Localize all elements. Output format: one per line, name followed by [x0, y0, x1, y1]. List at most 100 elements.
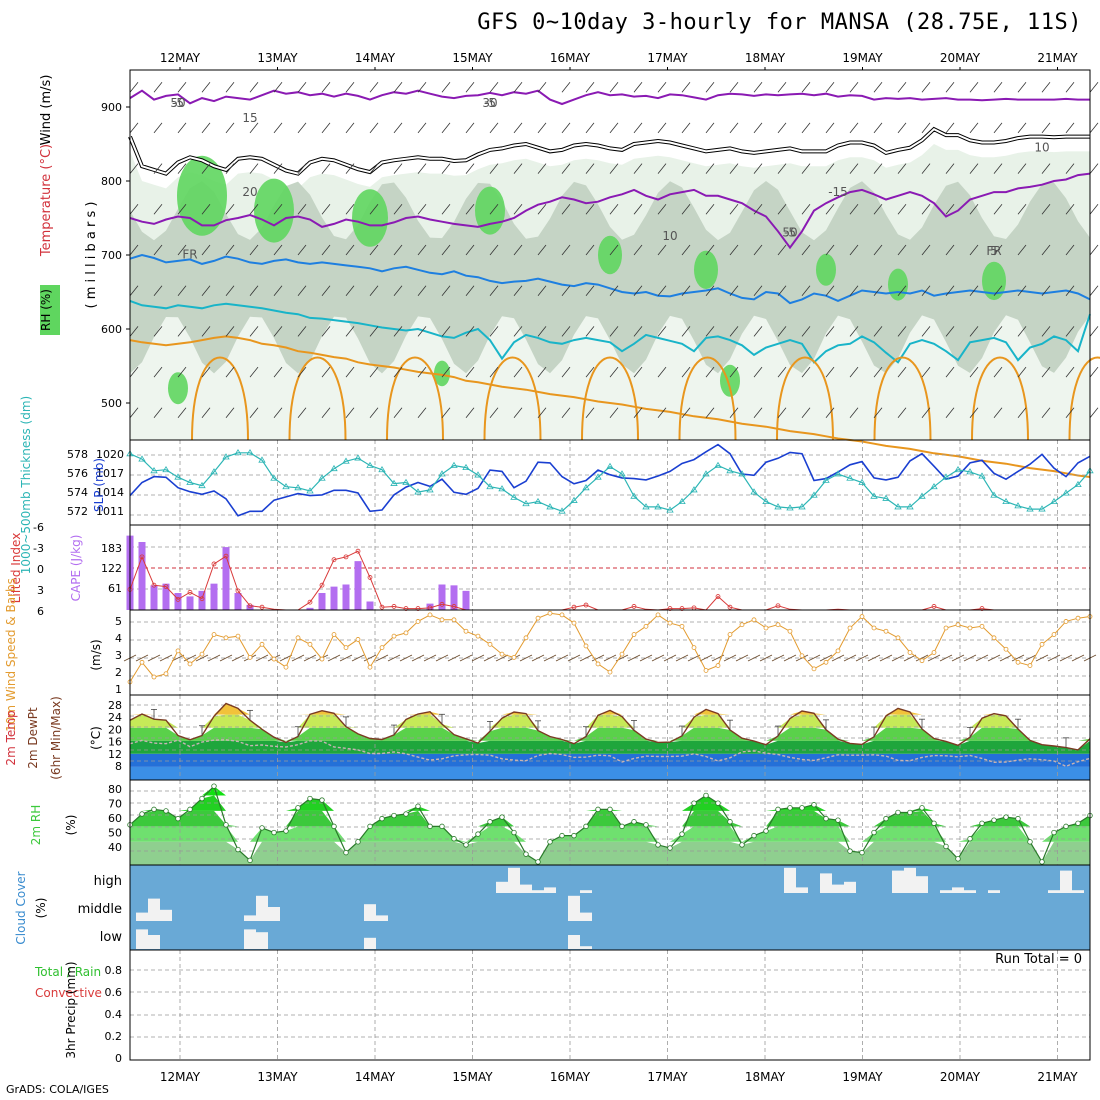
top-date-label: 13MAY [257, 51, 298, 65]
wind10m-barb [1071, 654, 1085, 662]
wind-barb [177, 163, 187, 174]
rh2m-marker [883, 815, 889, 822]
wind-barb [561, 326, 571, 337]
rh2m-marker [427, 823, 433, 830]
rh-patch [694, 250, 718, 289]
wind-barb [369, 326, 379, 337]
lifted-index-marker [259, 604, 265, 610]
wind-barb [417, 366, 427, 378]
dewpt-axis-label: 2m DewPt [26, 707, 40, 769]
wind-barb [1065, 122, 1075, 134]
wind-barb [897, 326, 907, 337]
wind-barb [825, 163, 835, 174]
pressure-tick-label: 600 [101, 323, 122, 336]
wind10m-marker [235, 633, 241, 639]
wind-barb [1041, 285, 1051, 296]
wind10m-barb [291, 654, 305, 662]
wind-barb [201, 163, 211, 174]
precip-frame [129, 949, 1091, 1061]
wind-barb [633, 244, 643, 256]
wind10m-barb [363, 654, 377, 662]
thickness-marker [714, 461, 722, 468]
wind10m-marker [223, 635, 229, 641]
cloud-axis-label: Cloud Cover [14, 871, 28, 944]
wind-barb [465, 204, 475, 215]
wind-barb [1041, 122, 1051, 134]
wind-barb [897, 81, 907, 93]
rh2m-unit: (%) [64, 815, 78, 836]
lifted-index-marker [439, 601, 445, 607]
wind-barb [153, 204, 163, 215]
wind-barb [129, 285, 139, 296]
wind-barb [345, 204, 355, 215]
lifted-index-marker [631, 604, 637, 609]
thickness-marker [1062, 489, 1070, 496]
wind10m-marker [187, 661, 193, 667]
wind-barb [369, 244, 379, 256]
wind-barb [513, 366, 523, 378]
li-tick-label: -6 [33, 521, 44, 534]
bottom-date-label: 21MAY [1037, 1070, 1078, 1084]
thickness-line [129, 452, 1091, 512]
wind-barb [561, 204, 571, 215]
rh-patch [982, 261, 1006, 301]
wind-barb [489, 204, 499, 215]
wind10m-marker [427, 612, 433, 618]
wind-barb [321, 81, 331, 93]
bottom-date-label: 15MAY [452, 1070, 493, 1084]
lifted-index-marker [775, 603, 781, 609]
wind10m-marker [763, 625, 769, 631]
wind-barb [393, 244, 403, 256]
rh2m-marker [1063, 823, 1069, 830]
wind-barb [801, 244, 811, 256]
rh2m-marker [307, 795, 313, 802]
wind-barb [153, 81, 163, 93]
thickness-marker [186, 478, 194, 485]
wind-barb [129, 326, 139, 337]
wind10m-marker [787, 628, 793, 634]
wind10m-marker [979, 623, 985, 629]
wind10m-marker [535, 615, 541, 621]
lifted-index-marker [403, 606, 409, 611]
wind-barb [585, 407, 595, 419]
wind-barb [393, 81, 403, 93]
wind-barb [537, 366, 547, 378]
rh2m-marker [499, 814, 505, 820]
wind-barb [1065, 326, 1075, 337]
wind-barb [201, 407, 211, 419]
wind-barb [921, 244, 931, 256]
wind10m-marker [139, 659, 145, 665]
thickness-marker [738, 470, 746, 477]
rh2m-marker [703, 792, 709, 799]
wind-barb [705, 366, 715, 378]
wind-barb [489, 122, 499, 134]
rh2m-marker [511, 829, 517, 836]
wind10m-unit: (m/s) [89, 639, 103, 670]
wind10m-barb [483, 654, 497, 662]
thickness-marker [378, 465, 386, 473]
cloud-middle-bar [376, 915, 388, 921]
thickness-marker [918, 492, 926, 499]
wind-barb [249, 285, 259, 296]
wind10m-barb [807, 654, 821, 662]
thickness-marker [858, 478, 866, 485]
pressure-axis-label: ( m i l l i b a r s ) [84, 202, 99, 309]
thickness-marker [150, 467, 158, 474]
wind-barb [153, 163, 163, 174]
wind-barb [225, 326, 235, 337]
wind-barb [801, 407, 811, 419]
thickness-marker [318, 474, 326, 481]
wind10m-tick-label: 5 [115, 615, 122, 628]
cape-bar [150, 585, 158, 610]
lifted-index-marker [391, 604, 397, 609]
wind10m-marker [559, 612, 565, 618]
rh2m-marker [283, 828, 289, 834]
cloud-low-bar [568, 935, 580, 949]
wind-barb [969, 81, 979, 93]
wind-barb [273, 407, 283, 419]
wind-barb [681, 326, 691, 337]
wind-barb [1041, 204, 1051, 215]
wind-barb [393, 366, 403, 378]
lifted-index-marker [235, 588, 241, 594]
wind-barb [921, 366, 931, 378]
